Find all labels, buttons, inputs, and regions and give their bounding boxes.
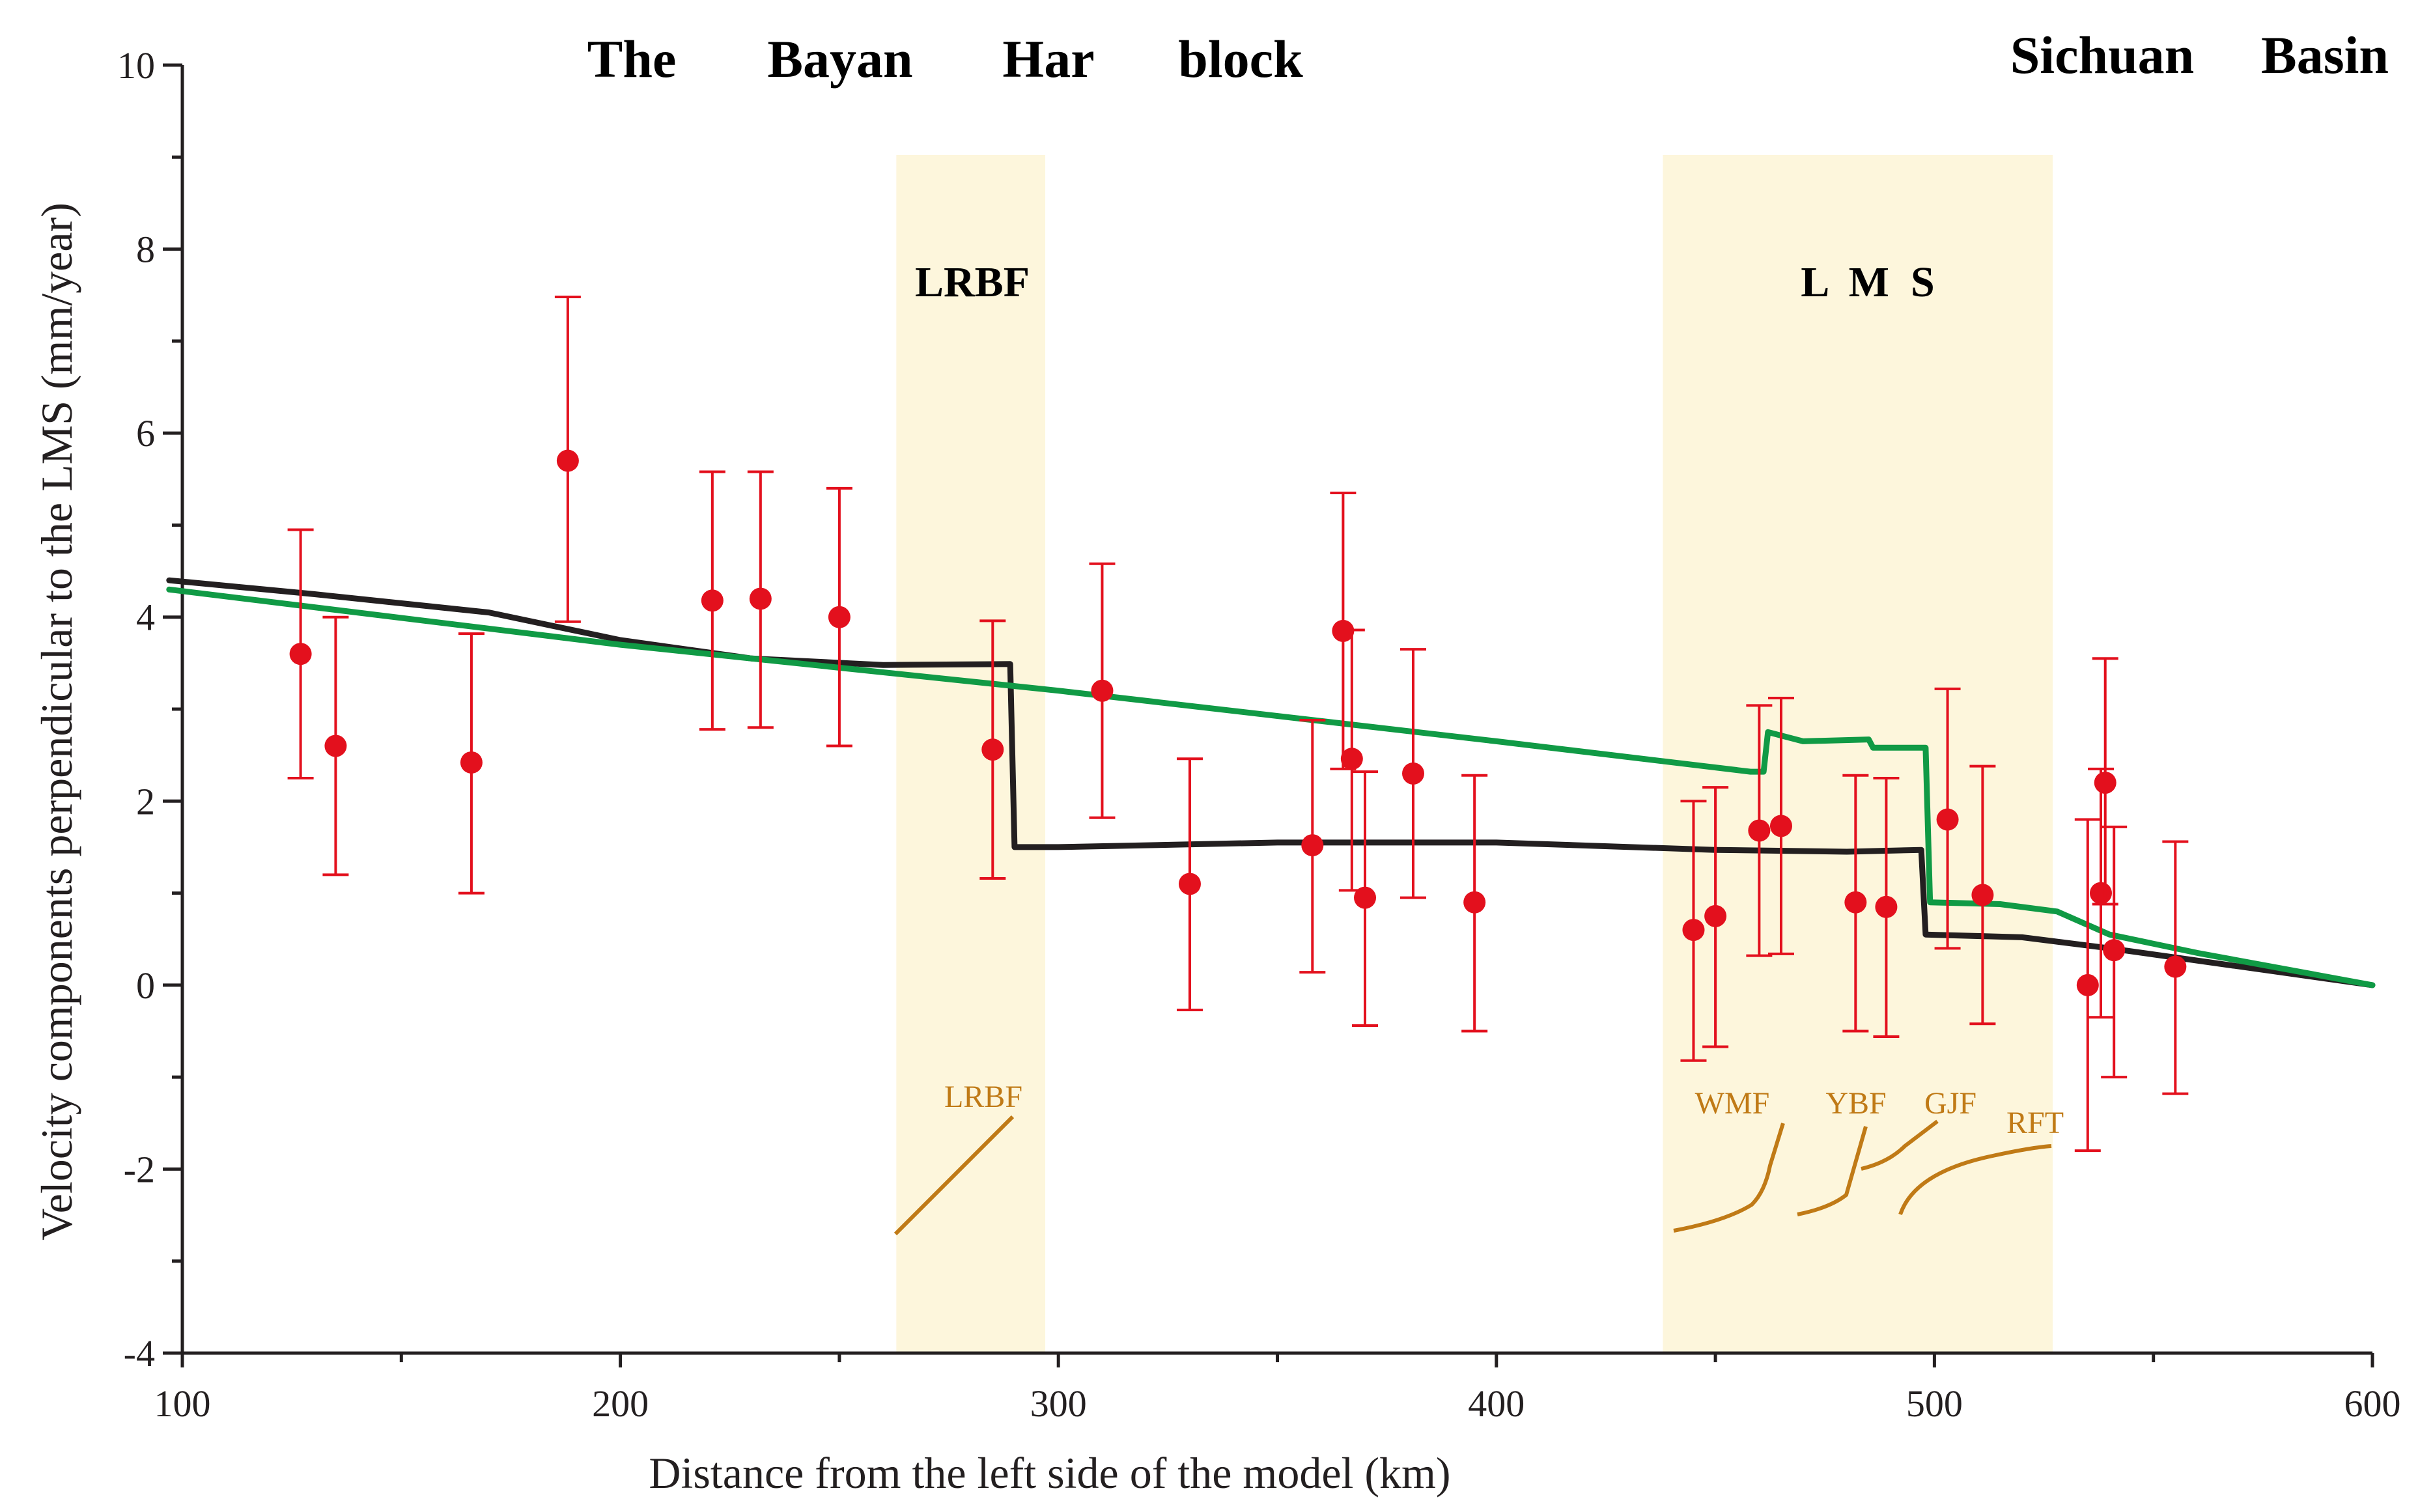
data-point [1301,834,1324,857]
zone-label-lrbf: LRBF [915,259,1030,306]
x-tick-label: 100 [154,1382,211,1425]
data-point [1748,819,1771,842]
y-tick-label: -4 [124,1332,155,1375]
region-label-block: block [1178,29,1303,89]
observation-8 [1089,562,1116,819]
observation-28 [2162,840,2189,1095]
fault-label-ybf: YBF [1825,1086,1886,1121]
observation-6 [826,486,852,748]
zone-band-0 [896,155,1046,1353]
region-label-sichuan: Sichuan [2010,25,2195,85]
data-point [460,751,483,774]
y-tick-label: 4 [136,596,155,639]
observation-13 [1352,770,1379,1028]
y-tick-label: 10 [117,44,155,87]
observation-9 [1176,757,1203,1012]
data-point [828,606,851,628]
observation-1 [322,615,349,876]
fault-traces [893,1115,2052,1236]
observation-5 [747,470,774,729]
data-point [1844,891,1867,914]
data-point [1178,873,1201,895]
observation-2 [458,632,485,895]
axes: -4 -2 0 2 4 6 8 10 100 200 300 400 500 600 [117,44,2401,1425]
data-point [2103,939,2126,962]
data-point [2164,955,2187,978]
series-line-green-model [166,586,2376,988]
y-tick-label: -2 [124,1148,155,1190]
observation-14 [1400,648,1427,899]
model-lines [166,577,2376,988]
observation-12 [1338,628,1365,892]
data-point [1704,904,1727,927]
observation-20 [1842,774,1869,1033]
observation-0 [287,528,314,779]
data-point [2089,882,2112,904]
fault-trace-gjf [1861,1119,1939,1171]
fault-trace-rft [1898,1144,2052,1215]
observation-22 [1934,687,1961,950]
data-point [981,738,1004,761]
region-label-har: Har [1002,29,1094,89]
fault-label-wmf: WMF [1695,1086,1770,1121]
data-point [1936,808,1959,831]
fault-trace-wmf [1673,1123,1785,1233]
x-tick-label: 600 [2344,1382,2401,1425]
observation-24 [2074,818,2101,1153]
observation-21 [1873,776,1900,1038]
observation-17 [1702,786,1729,1048]
data-point [1463,891,1486,914]
y-tick-label: 0 [136,964,155,1007]
region-label-basin: Basin [2261,25,2389,85]
fault-trace-lrbf [893,1115,1015,1236]
y-tick-label: 6 [136,412,155,455]
fault-label-rft: RFT [2006,1106,2064,1140]
observation-27 [2101,825,2128,1079]
y-tick-label: 2 [136,780,155,822]
x-tick-label: 200 [592,1382,649,1425]
fault-trace-ybf [1797,1126,1868,1216]
observation-points [287,296,2189,1153]
data-point [1091,679,1114,702]
fault-label-gjf: GJF [1924,1086,1976,1121]
observation-16 [1680,800,1707,1062]
observation-19 [1767,697,1794,955]
region-label-the: The [587,29,677,89]
observation-23 [1969,764,1996,1026]
observation-7 [979,619,1006,880]
shaded-zones [896,155,2053,1353]
data-point [1875,895,1898,918]
data-point [1402,762,1425,785]
x-tick-label: 400 [1468,1382,1525,1425]
observation-3 [554,296,581,623]
data-point [556,449,579,472]
data-point [2076,973,2099,996]
data-point [1769,815,1792,837]
data-point [1682,919,1705,942]
data-point [749,587,772,610]
data-point [1354,886,1377,909]
x-tick-label: 300 [1030,1382,1087,1425]
data-point [1971,884,1994,906]
data-point [324,735,347,757]
data-point [1340,748,1363,770]
zone-band-1 [1663,155,2053,1353]
observation-15 [1461,774,1488,1033]
data-point [701,589,724,612]
observation-10 [1299,718,1326,974]
observation-26 [2092,657,2118,906]
region-label-bayan: Bayan [767,29,912,89]
data-point [289,643,312,665]
x-tick-label: 500 [1906,1382,1963,1425]
data-point [2094,772,2117,794]
observation-18 [1746,704,1773,957]
y-tick-label: 8 [136,229,155,271]
observation-4 [699,470,725,731]
x-axis-title: Distance from the left side of the model… [649,1448,1450,1498]
zone-label-lms: L M S [1801,259,1934,306]
y-axis-title: Velocity components perpendicular to the… [32,203,81,1240]
fault-label-lrbf: LRBF [944,1080,1022,1114]
series-line-black-model [166,577,2376,988]
